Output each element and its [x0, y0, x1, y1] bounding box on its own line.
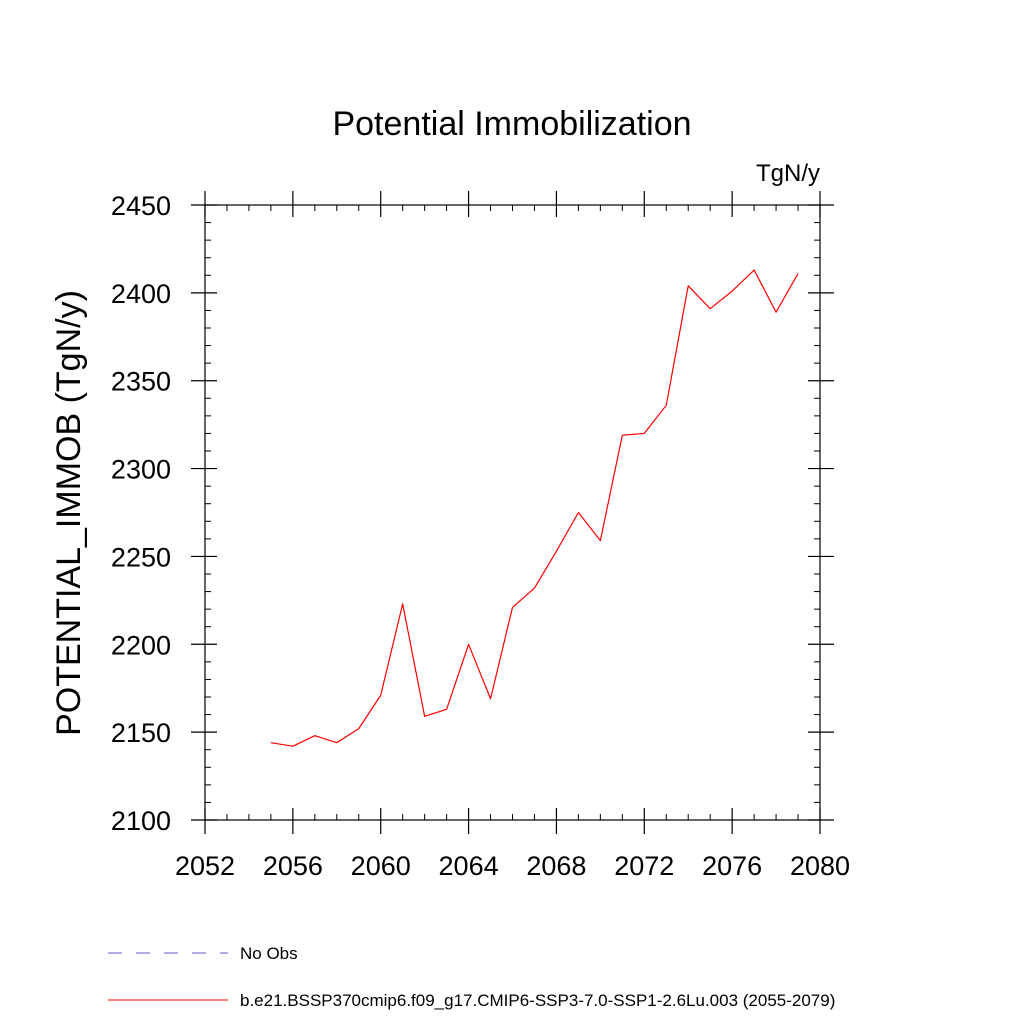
y-axis-label: POTENTIAL_IMMOB (TgN/y): [50, 290, 88, 736]
series-line: [270, 269, 799, 747]
y-tick-label: 2250: [111, 542, 171, 572]
x-tick-label: 2080: [790, 851, 850, 881]
x-tick-label: 2056: [263, 851, 323, 881]
x-tick-label: 2072: [614, 851, 674, 881]
x-tick-label: 2060: [351, 851, 411, 881]
y-tick-label: 2150: [111, 718, 171, 748]
y-tick-label: 2300: [111, 455, 171, 485]
legend-label: b.e21.BSSP370cmip6.f09_g17.CMIP6-SSP3-7.…: [240, 991, 835, 1010]
x-tick-label: 2076: [702, 851, 762, 881]
y-tick-label: 2450: [111, 191, 171, 221]
series-layer: [270, 269, 799, 747]
y-tick-label: 2100: [111, 806, 171, 836]
tick-labels: 2052 2056 2060 2064 2068 2072 2076 2080 2100 2150…: [111, 191, 850, 881]
units-label: TgN/y: [756, 160, 820, 187]
plot-frame: [204, 204, 821, 821]
chart-title: Potential Immobilization: [332, 105, 691, 143]
x-tick-label: 2052: [175, 851, 235, 881]
axis-ticks: [191, 191, 834, 834]
y-tick-label: 2400: [111, 279, 171, 309]
y-tick-label: 2200: [111, 630, 171, 660]
y-tick-label: 2350: [111, 367, 171, 397]
x-tick-label: 2068: [526, 851, 586, 881]
legend: No Obs b.e21.BSSP370cmip6.f09_g17.CMIP6-S…: [108, 944, 835, 1010]
legend-label: No Obs: [240, 944, 298, 963]
x-tick-label: 2064: [439, 851, 499, 881]
